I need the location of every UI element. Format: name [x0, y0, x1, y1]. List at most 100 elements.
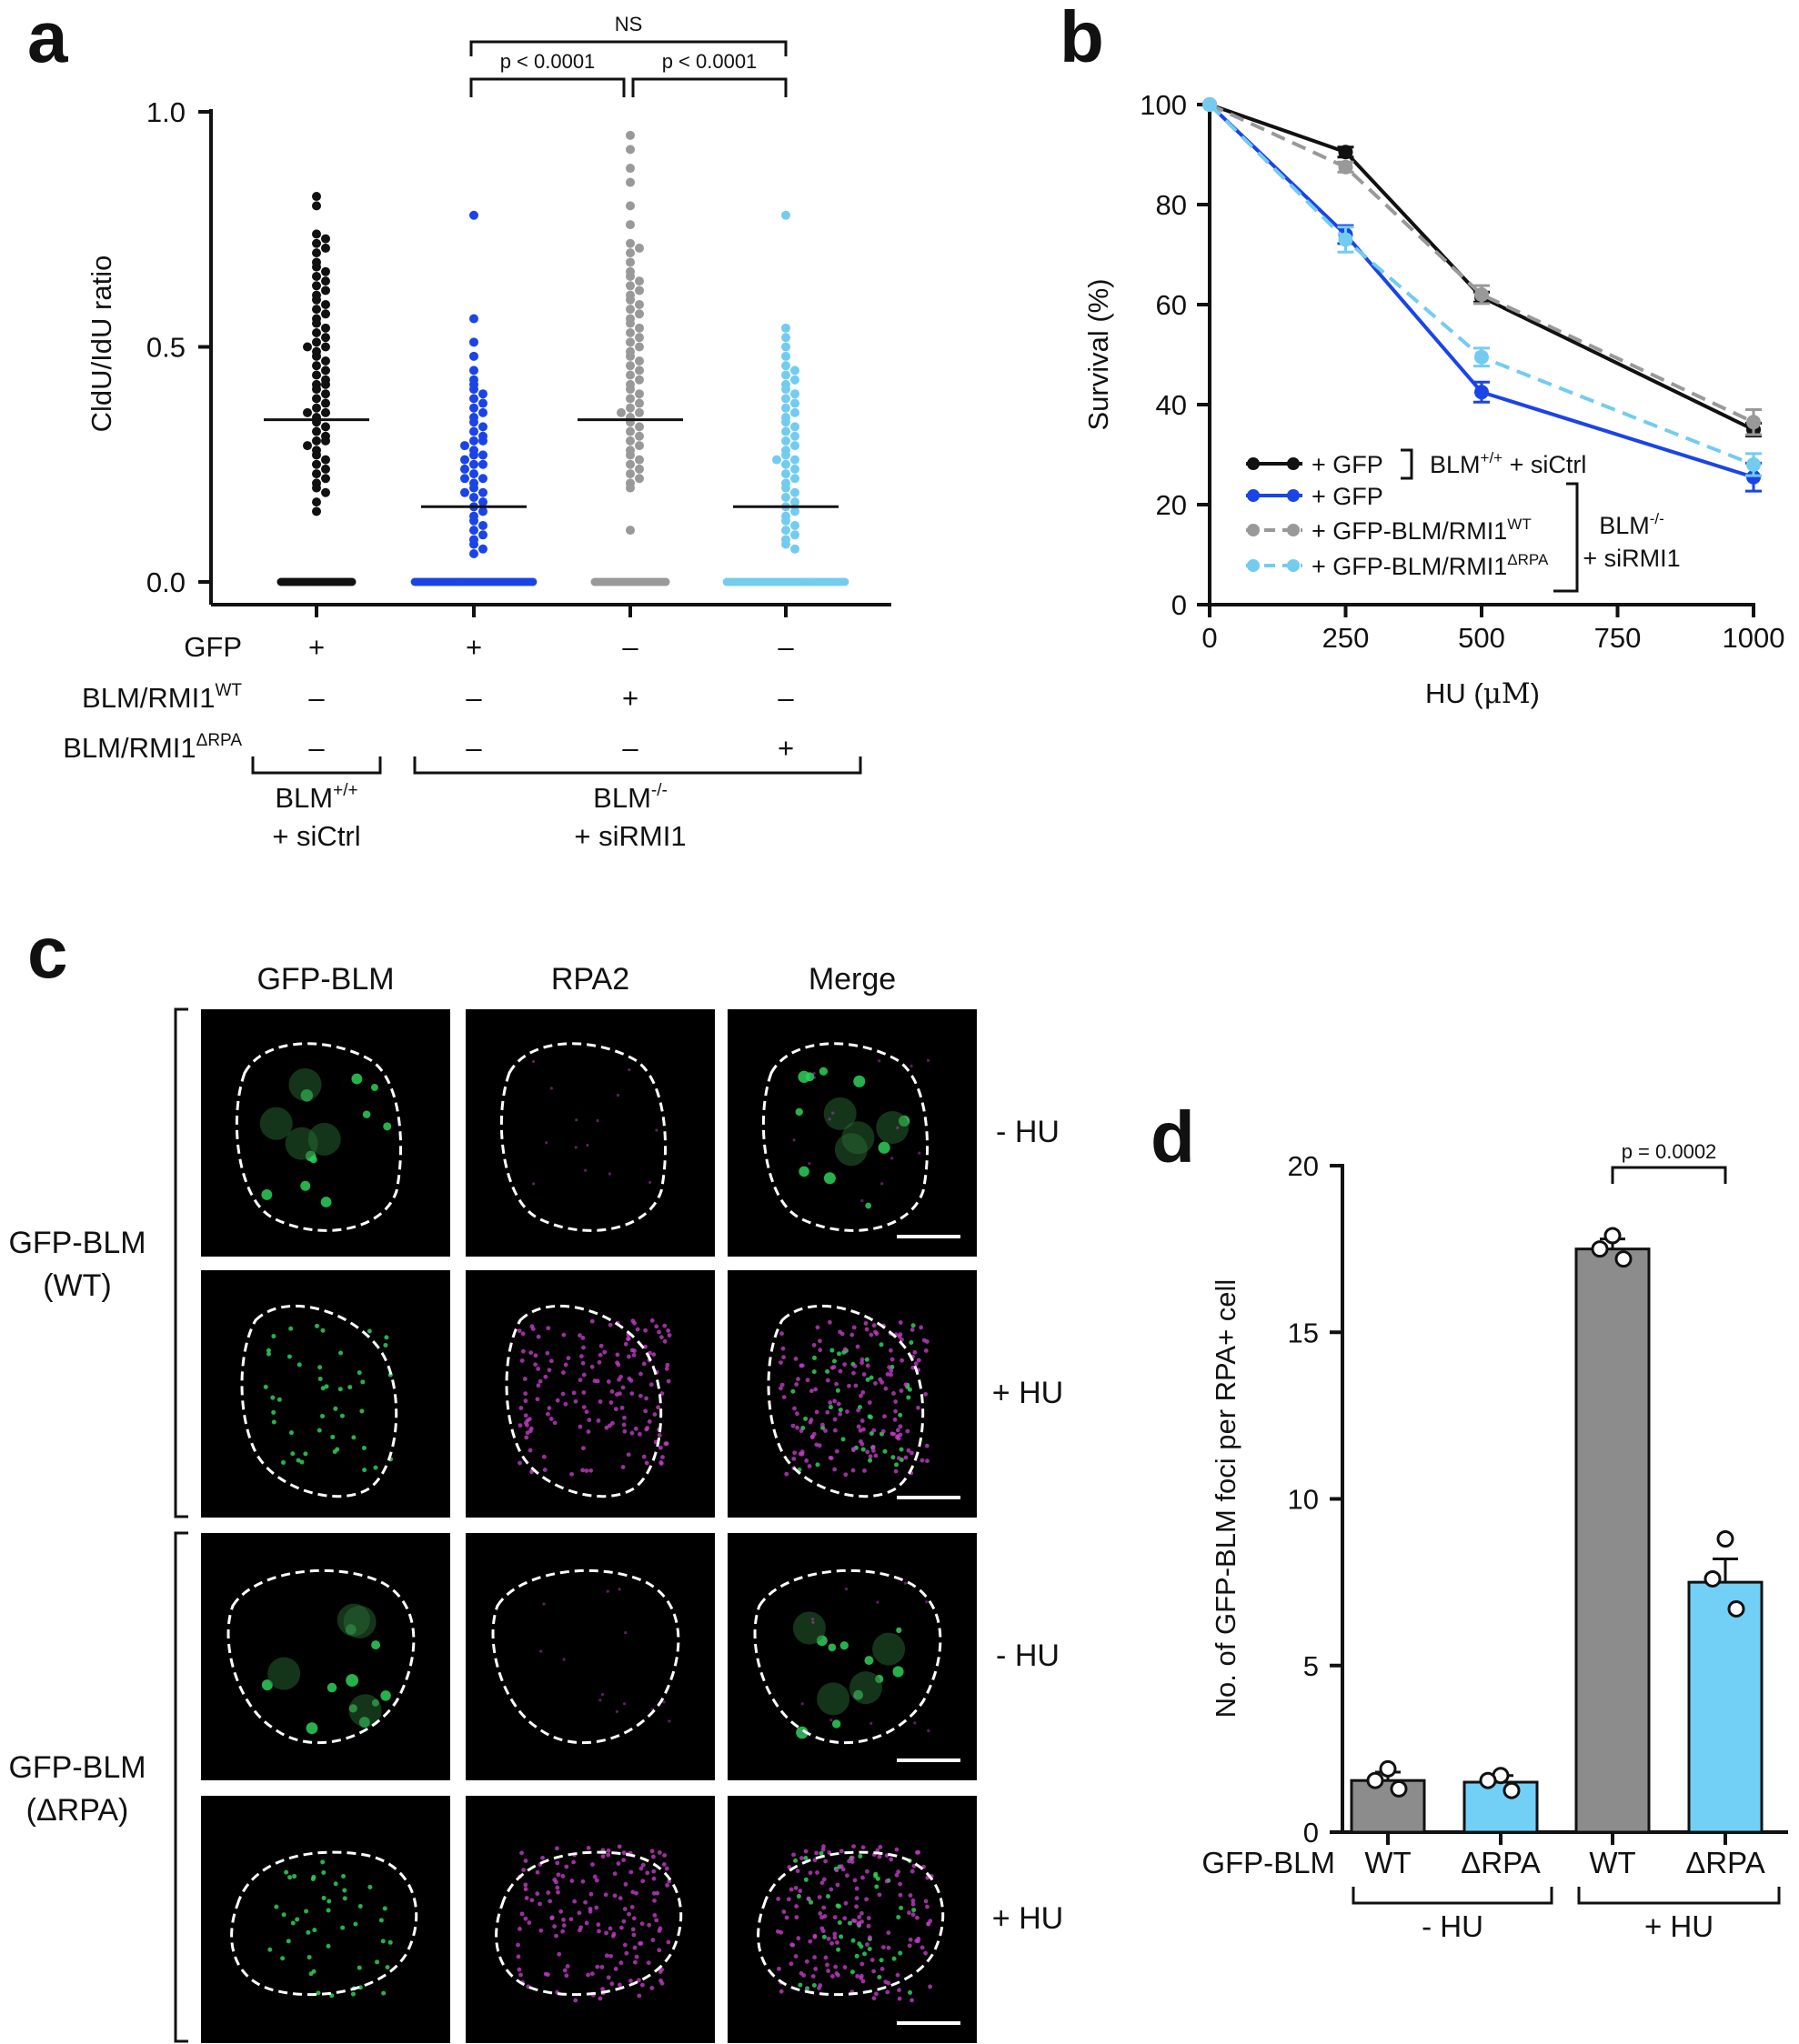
a-data-point	[321, 356, 330, 366]
a-condition-mark: +	[778, 732, 794, 764]
a-data-point	[312, 305, 321, 315]
a-data-point	[781, 450, 790, 460]
b-x-tick-label: 0	[1201, 622, 1217, 654]
a-data-point	[460, 474, 469, 484]
a-data-point	[469, 450, 478, 460]
a-data-point	[626, 394, 635, 404]
a-data-point	[790, 407, 799, 417]
a-data-point	[312, 497, 321, 507]
a-data-point	[321, 234, 330, 244]
a-data-point	[626, 130, 635, 140]
a-data-point	[781, 469, 790, 479]
c-group-bracket-1	[174, 1007, 188, 1518]
a-data-point	[790, 520, 799, 530]
a-data-point	[312, 450, 321, 460]
a-data-point	[781, 436, 790, 446]
a-data-point	[626, 469, 635, 479]
a-data-point	[626, 318, 635, 328]
a-data-point	[478, 398, 487, 408]
c-column-header-1: GFP-BLM	[256, 962, 394, 997]
a-data-point	[312, 281, 321, 291]
a-data-point	[303, 342, 312, 352]
a-data-point	[478, 436, 487, 446]
a-data-point	[781, 403, 790, 413]
a-data-point	[790, 530, 799, 540]
c-micrograph-r4-c3	[728, 1796, 977, 2043]
a-data-point	[635, 333, 644, 343]
a-data-point	[635, 441, 644, 451]
c-micrograph-r2-c1	[201, 1270, 450, 1518]
a-data-point	[781, 394, 790, 404]
d-bar	[1462, 1780, 1539, 1834]
b-data-point	[1202, 97, 1217, 112]
panel-d-chart: No. of GFP-BLM foci per RPA+ cell 0 5 10 15…	[1201, 1140, 1788, 1943]
a-data-point	[635, 474, 644, 484]
a-data-point	[781, 385, 790, 395]
d-row-label: GFP-BLM	[1201, 1846, 1335, 1879]
a-data-point	[626, 526, 635, 536]
a-zero-point	[347, 577, 357, 586]
d-group-bracket-1	[1352, 1887, 1553, 1905]
b-data-point	[1474, 385, 1489, 400]
a-condition-label: BLM/RMI1ΔRPA	[63, 731, 242, 764]
a-data-point	[303, 441, 312, 451]
a-condition-mark: –	[308, 682, 325, 714]
d-bar	[1350, 1778, 1426, 1834]
a-data-point	[626, 257, 635, 267]
a-data-point	[469, 403, 478, 413]
a-condition-label: BLM/RMI1WT	[82, 681, 242, 714]
d-group-label-2: + HU	[1644, 1909, 1714, 1943]
b-legend-label: + GFP-BLM/RMI1ΔRPA	[1312, 551, 1549, 580]
a-data-point	[626, 436, 635, 446]
c-micrograph-r2-c2	[466, 1270, 715, 1518]
a-data-point	[790, 389, 799, 399]
a-group-2-line2: + siRMI1	[574, 820, 686, 852]
d-replicate-point	[1390, 1779, 1408, 1798]
a-data-point	[626, 426, 635, 436]
a-data-point	[478, 422, 487, 432]
c-group-2-line1: GFP-BLM	[8, 1750, 146, 1785]
a-data-point	[790, 398, 799, 408]
a-data-point	[312, 201, 321, 211]
a-data-point	[781, 483, 790, 493]
a-data-point	[635, 455, 644, 465]
a-data-point	[312, 327, 321, 337]
a-condition-mark: –	[466, 682, 482, 714]
a-data-point	[626, 483, 635, 493]
d-y-label: No. of GFP-BLM foci per RPA+ cell	[1210, 1279, 1241, 1718]
a-data-point	[469, 539, 478, 549]
a-data-point	[626, 201, 635, 211]
a-data-point	[469, 351, 478, 361]
b-y-label: Survival (%)	[1082, 278, 1114, 430]
a-data-point	[626, 271, 635, 281]
a-data-point	[626, 403, 635, 413]
a-data-point	[781, 492, 790, 502]
a-data-point	[626, 385, 635, 395]
a-data-point	[312, 459, 321, 469]
a-data-point	[303, 407, 312, 417]
d-y-tick-label: 15	[1288, 1317, 1319, 1348]
a-data-point	[469, 483, 478, 493]
b-data-point	[1746, 469, 1761, 485]
a-data-point	[781, 361, 790, 371]
a-data-point	[772, 455, 781, 465]
c-row-condition-4: + HU	[992, 1901, 1063, 1936]
b-legend-item-3: + GFP-BLM/RMI1WT	[1246, 516, 1532, 545]
a-data-point	[478, 506, 487, 516]
a-data-point	[469, 337, 478, 347]
b-legend-bracket-1	[1401, 448, 1413, 480]
a-zero-point	[528, 577, 538, 586]
d-x-category-label: ΔRPA	[1461, 1846, 1540, 1879]
a-data-point	[312, 248, 321, 258]
a-data-point	[321, 407, 330, 417]
a-data-point	[312, 403, 321, 413]
a-data-point	[312, 385, 321, 395]
a-data-point	[460, 441, 469, 451]
d-bar	[1687, 1580, 1764, 1834]
a-data-point	[469, 548, 478, 558]
a-data-point	[469, 366, 478, 376]
a-data-point	[321, 398, 330, 408]
b-series-line	[1208, 103, 1754, 466]
b-x-tick-label: 500	[1458, 622, 1505, 654]
